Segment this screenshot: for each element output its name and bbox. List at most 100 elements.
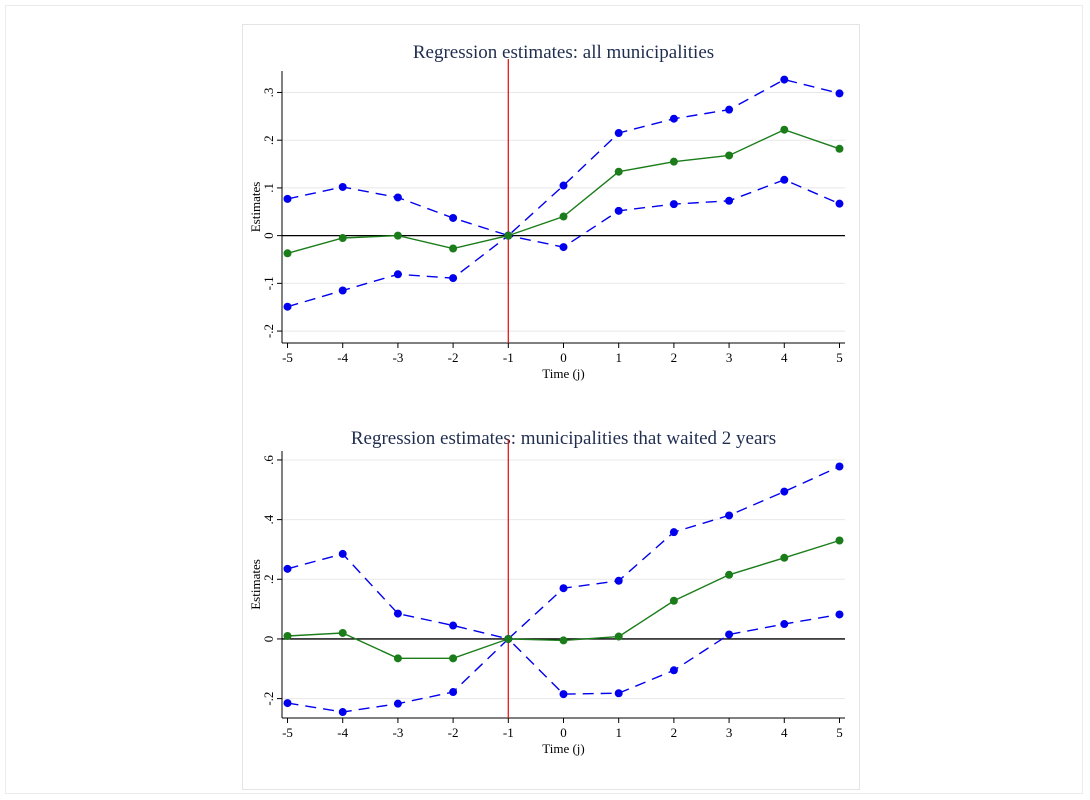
x-tick-label: 0 — [560, 725, 567, 740]
x-tick-label: 5 — [836, 725, 843, 740]
data-point-upper — [393, 609, 402, 618]
data-point-upper — [614, 129, 623, 138]
data-point-lower — [283, 302, 292, 311]
x-axis-title: Time (j) — [542, 741, 585, 756]
y-tick-label: .1 — [261, 183, 276, 193]
x-tick-label: -3 — [392, 725, 403, 740]
x-tick-label: -2 — [448, 350, 459, 365]
x-tick-label: -3 — [392, 350, 403, 365]
data-point-lower — [614, 689, 623, 698]
data-point-estimate — [283, 249, 292, 258]
data-point-lower — [780, 620, 789, 629]
series-line-upper — [287, 78, 840, 237]
data-point-upper — [393, 193, 402, 202]
data-point-estimate — [559, 212, 568, 221]
outer-frame — [5, 5, 1083, 794]
data-point-upper — [669, 528, 678, 537]
figure-panel: Regression estimates: all municipalities… — [242, 24, 860, 790]
data-point-estimate — [338, 234, 347, 243]
data-point-upper — [559, 584, 568, 593]
x-tick-label: 3 — [726, 725, 733, 740]
data-point-estimate — [449, 654, 458, 663]
data-point-upper — [449, 621, 458, 630]
data-point-estimate — [504, 231, 513, 240]
data-point-lower — [393, 699, 402, 708]
data-point-lower — [449, 688, 458, 697]
data-point-lower — [559, 690, 568, 699]
chart-title: Regression estimates: municipalities tha… — [351, 428, 776, 449]
series-line-estimate — [287, 128, 840, 254]
x-tick-label: -4 — [337, 350, 348, 365]
data-point-lower — [559, 243, 568, 252]
x-tick-label: 4 — [781, 725, 788, 740]
data-point-estimate — [725, 570, 734, 579]
x-tick-label: 2 — [671, 350, 678, 365]
y-axis-title: Estimates — [248, 182, 263, 233]
data-point-estimate — [780, 125, 789, 134]
series-line-upper — [287, 465, 840, 640]
x-tick-label: -1 — [503, 725, 514, 740]
data-point-upper — [835, 462, 844, 471]
x-tick-label: -5 — [282, 725, 293, 740]
data-point-estimate — [393, 231, 402, 240]
series-line-lower — [287, 613, 840, 713]
x-tick-label: 1 — [615, 350, 622, 365]
x-tick-label: 4 — [781, 350, 788, 365]
y-tick-label: -.1 — [261, 276, 276, 290]
data-point-lower — [393, 270, 402, 279]
data-point-lower — [669, 200, 678, 209]
data-point-lower — [614, 206, 623, 215]
data-point-lower — [449, 274, 458, 283]
y-tick-label: .6 — [261, 455, 276, 465]
data-point-upper — [669, 114, 678, 123]
x-tick-label: 1 — [615, 725, 622, 740]
y-axis-title: Estimates — [248, 559, 263, 610]
data-point-estimate — [614, 632, 623, 641]
data-point-estimate — [725, 151, 734, 160]
data-point-upper — [449, 213, 458, 222]
x-tick-label: -5 — [282, 350, 293, 365]
data-point-upper — [283, 194, 292, 203]
data-point-lower — [835, 199, 844, 208]
y-tick-label: .2 — [261, 574, 276, 584]
data-point-upper — [835, 89, 844, 98]
data-point-upper — [338, 549, 347, 558]
data-point-estimate — [669, 596, 678, 605]
x-tick-label: -2 — [448, 725, 459, 740]
data-point-upper — [559, 181, 568, 190]
chart-panel-2: Regression estimates: municipalities tha… — [248, 428, 845, 756]
data-point-estimate — [780, 553, 789, 562]
data-point-upper — [725, 105, 734, 114]
data-point-upper — [780, 487, 789, 496]
chart-canvas: Regression estimates: all municipalities… — [248, 42, 845, 756]
data-point-estimate — [559, 636, 568, 645]
data-point-upper — [614, 576, 623, 585]
data-point-lower — [338, 708, 347, 717]
data-point-estimate — [338, 628, 347, 637]
data-point-estimate — [669, 157, 678, 166]
data-point-estimate — [614, 167, 623, 176]
data-point-estimate — [835, 144, 844, 153]
data-point-lower — [725, 196, 734, 205]
y-tick-label: .2 — [261, 135, 276, 145]
data-point-lower — [780, 175, 789, 184]
chart-panel-1: Regression estimates: all municipalities… — [248, 42, 845, 381]
x-tick-label: 3 — [726, 350, 733, 365]
data-point-estimate — [283, 631, 292, 640]
x-tick-label: 2 — [671, 725, 678, 740]
data-point-lower — [669, 666, 678, 675]
y-tick-label: 0 — [261, 232, 276, 239]
x-tick-label: 5 — [836, 350, 843, 365]
y-tick-label: -.2 — [261, 692, 276, 706]
data-point-upper — [283, 564, 292, 573]
chart-title: Regression estimates: all municipalities — [413, 42, 714, 63]
y-tick-label: 0 — [261, 636, 276, 643]
x-tick-label: 0 — [560, 350, 567, 365]
data-point-estimate — [504, 634, 513, 643]
x-axis-title: Time (j) — [542, 366, 585, 381]
data-point-upper — [338, 182, 347, 191]
data-point-lower — [725, 630, 734, 639]
data-point-upper — [780, 75, 789, 84]
y-tick-label: .3 — [261, 88, 276, 98]
x-tick-label: -4 — [337, 725, 348, 740]
